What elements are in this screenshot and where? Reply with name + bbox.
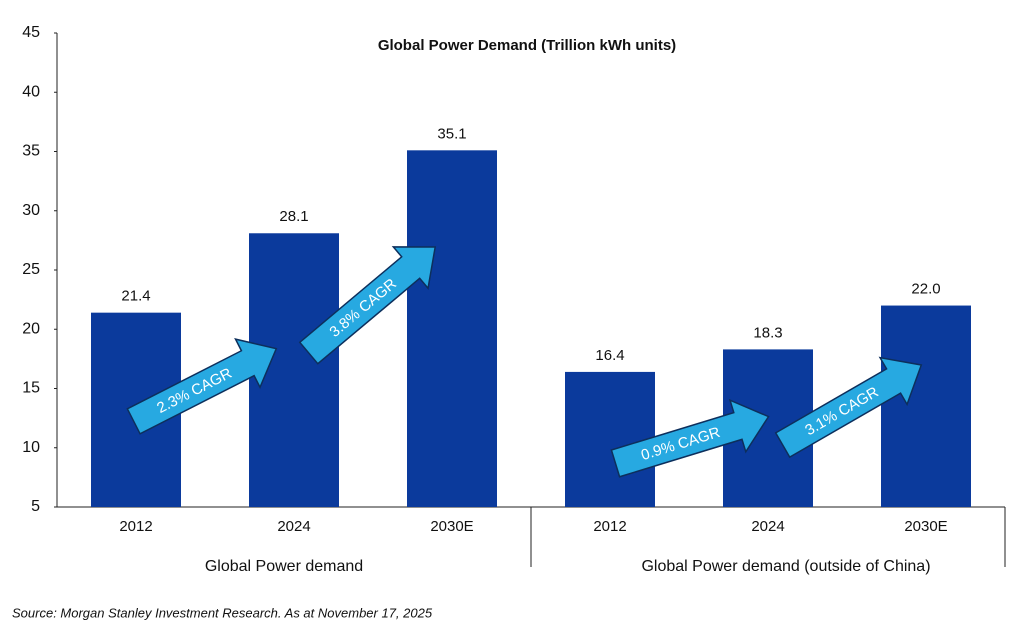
value-label: 21.4 (121, 288, 150, 305)
value-label: 16.4 (595, 347, 624, 364)
x-tick-label: 2030E (430, 518, 473, 535)
y-tick-label: 25 (22, 261, 40, 278)
y-tick-label: 35 (22, 143, 40, 160)
y-tick-label: 45 (22, 24, 40, 41)
value-label: 28.1 (279, 208, 308, 225)
value-label: 18.3 (753, 324, 782, 341)
y-tick-label: 5 (31, 498, 40, 515)
bar (407, 150, 497, 507)
x-tick-label: 2030E (904, 518, 947, 535)
y-tick-label: 30 (22, 202, 40, 219)
y-tick-label: 15 (22, 380, 40, 397)
chart-title: Global Power Demand (Trillion kWh units) (378, 37, 676, 54)
x-tick-label: 2012 (119, 518, 152, 535)
group-label: Global Power demand (outside of China) (641, 558, 930, 575)
arrow-shape (298, 246, 437, 365)
arrow-shape (126, 338, 278, 435)
y-tick-label: 10 (22, 439, 40, 456)
source: Source: Morgan Stanley Investment Resear… (12, 605, 433, 620)
x-tick-label: 2012 (593, 518, 626, 535)
arrow-shape (774, 356, 923, 459)
bar (881, 305, 971, 507)
group-label: Global Power demand (205, 558, 363, 575)
value-label: 35.1 (437, 125, 466, 142)
x-tick-label: 2024 (751, 518, 784, 535)
bar (565, 371, 655, 507)
value-label: 22.0 (911, 281, 940, 298)
x-tick-label: 2024 (277, 518, 310, 535)
y-tick-label: 40 (22, 83, 40, 100)
arrow-shape (610, 398, 770, 478)
y-tick-label: 20 (22, 320, 40, 337)
